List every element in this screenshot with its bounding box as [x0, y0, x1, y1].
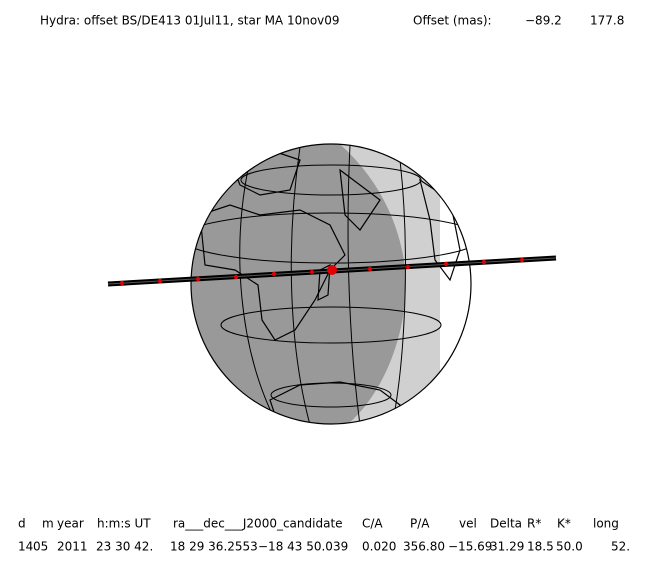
col-header: year	[57, 517, 84, 531]
col-header: long	[593, 517, 619, 531]
time-tick	[367, 266, 373, 272]
col-header: m	[42, 517, 54, 531]
latitude-line	[191, 212, 471, 264]
meridian	[239, 159, 276, 421]
time-tick	[271, 271, 277, 277]
col-header: Delta	[490, 517, 522, 531]
time-tick	[233, 274, 239, 280]
latitude-line	[220, 306, 442, 344]
time-tick	[195, 276, 201, 282]
col-header: K*	[557, 517, 571, 531]
cell: 50.0	[556, 540, 583, 554]
time-ticks	[119, 257, 525, 286]
cell: 18.5	[527, 540, 554, 554]
col-header: d	[18, 517, 26, 531]
cell: 23 30 42.	[96, 540, 153, 554]
cell: 52.	[611, 540, 630, 554]
time-tick	[519, 257, 525, 263]
col-header: vel	[459, 517, 477, 531]
globe	[191, 144, 471, 424]
time-tick	[309, 269, 315, 275]
arabia	[339, 168, 381, 231]
cell: 31.29	[490, 540, 524, 554]
col-header: ra___dec___J2000_candidate	[173, 517, 343, 531]
cell: 18 29 36.2553	[170, 540, 258, 554]
col-header: P/A	[410, 517, 430, 531]
table-header: d m year h:m:s UT ra___dec___J2000_candi…	[18, 517, 619, 531]
cell: 05	[33, 540, 48, 554]
offset-ra: −89.2	[525, 14, 562, 28]
col-header: C/A	[362, 517, 383, 531]
col-header: h:m:s UT	[97, 517, 151, 531]
madagascar	[317, 263, 331, 302]
table-row: 14 05 2011 23 30 42. 18 29 36.2553 −18 4…	[18, 540, 630, 554]
offset-label: Offset (mas):	[413, 14, 492, 28]
cell: 356.80	[403, 540, 445, 554]
offset-dec: 177.8	[590, 14, 624, 28]
time-tick	[481, 259, 487, 265]
globe-outline	[190, 143, 472, 425]
night	[191, 144, 406, 424]
title: Hydra: offset BS/DE413 01Jul11, star MA …	[40, 14, 340, 28]
cell: −15.69	[448, 540, 492, 554]
cell: 14	[18, 540, 33, 554]
col-header: R*	[527, 517, 541, 531]
antarctica	[269, 381, 401, 424]
time-tick	[405, 264, 411, 270]
closest-approach	[327, 265, 337, 275]
cell: 0.020	[362, 540, 396, 554]
meridian	[347, 144, 361, 424]
meridian	[394, 159, 406, 411]
time-tick	[443, 261, 449, 267]
time-tick	[119, 280, 125, 286]
meridian	[290, 146, 311, 424]
cell: 2011	[57, 540, 88, 554]
cell: −18 43 50.039	[258, 540, 348, 554]
time-tick	[157, 278, 163, 284]
